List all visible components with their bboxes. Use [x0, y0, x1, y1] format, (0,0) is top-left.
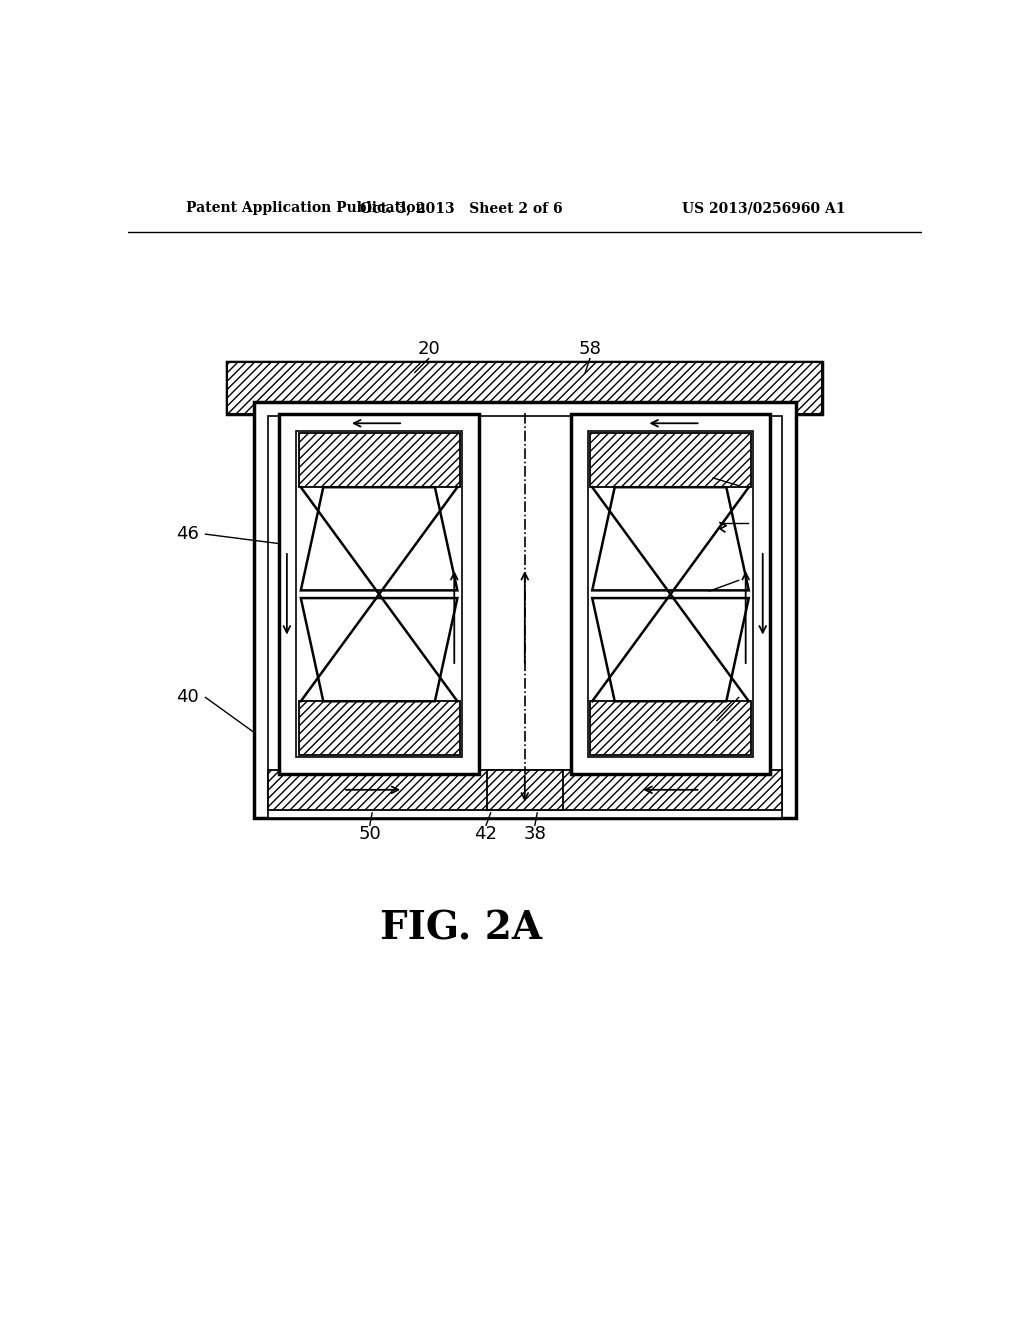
Text: 40: 40: [176, 689, 199, 706]
Text: 52: 52: [740, 689, 763, 706]
Polygon shape: [592, 487, 749, 590]
Text: Oct. 3, 2013   Sheet 2 of 6: Oct. 3, 2013 Sheet 2 of 6: [360, 202, 562, 215]
Bar: [227, 362, 822, 414]
Text: 48: 48: [740, 572, 763, 589]
Polygon shape: [301, 487, 458, 590]
Bar: [254, 401, 796, 817]
Bar: [299, 701, 460, 755]
Text: 38: 38: [523, 825, 547, 843]
Bar: [590, 701, 751, 755]
Bar: [588, 430, 754, 758]
Bar: [267, 416, 782, 817]
Bar: [227, 362, 822, 414]
Text: Patent Application Publication: Patent Application Publication: [186, 202, 426, 215]
Text: 58: 58: [579, 341, 601, 358]
Bar: [296, 430, 462, 758]
Text: 30: 30: [752, 525, 774, 543]
Polygon shape: [592, 598, 749, 701]
Text: 50: 50: [358, 825, 381, 843]
Polygon shape: [301, 598, 458, 701]
Bar: [486, 770, 563, 810]
Text: 42: 42: [474, 825, 498, 843]
Bar: [590, 433, 751, 487]
Text: 20: 20: [418, 341, 440, 358]
Bar: [267, 770, 782, 810]
Text: US 2013/0256960 A1: US 2013/0256960 A1: [682, 202, 845, 215]
Bar: [299, 433, 460, 487]
Bar: [280, 414, 479, 775]
Bar: [570, 414, 770, 775]
Text: 46: 46: [176, 525, 199, 543]
Text: FIG. 2A: FIG. 2A: [380, 909, 543, 948]
Text: 44: 44: [740, 477, 763, 495]
